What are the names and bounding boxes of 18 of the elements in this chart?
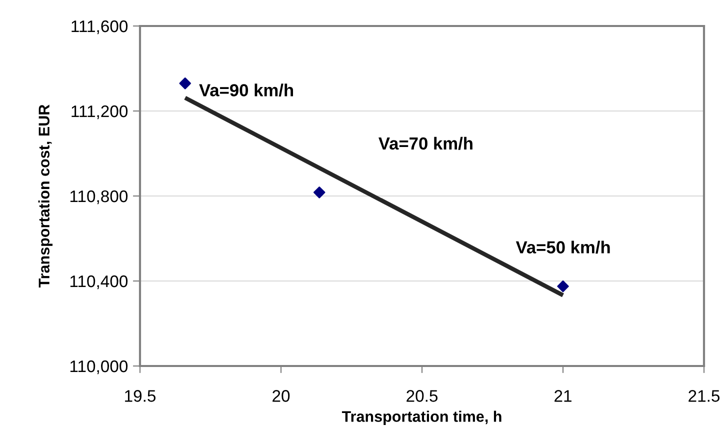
annotation: Va=90 km/h (199, 84, 294, 97)
y-tick-label: 110,800 (70, 190, 128, 204)
y-tick-label: 111,600 (72, 20, 128, 34)
x-tick-label: 20.5 (406, 390, 438, 402)
y-axis-title: Transportation cost, EUR (38, 104, 53, 288)
x-tick-label: 21 (554, 390, 572, 402)
x-tick-label: 19.5 (125, 390, 156, 402)
point (557, 280, 569, 292)
x-axis-title: Transportation time, h (342, 410, 502, 425)
x-tick-label: 21.5 (688, 390, 720, 402)
y-tick-label: 110,400 (70, 275, 128, 290)
annotation: Va=50 km/h (516, 240, 610, 254)
point (313, 186, 326, 198)
x-tick-label: 20 (272, 390, 290, 402)
y-tick-label: 110,000 (70, 360, 128, 374)
point (179, 77, 192, 90)
annotation: Va=70 km/h (378, 136, 472, 150)
y-tick-label: 111,200 (72, 105, 128, 120)
